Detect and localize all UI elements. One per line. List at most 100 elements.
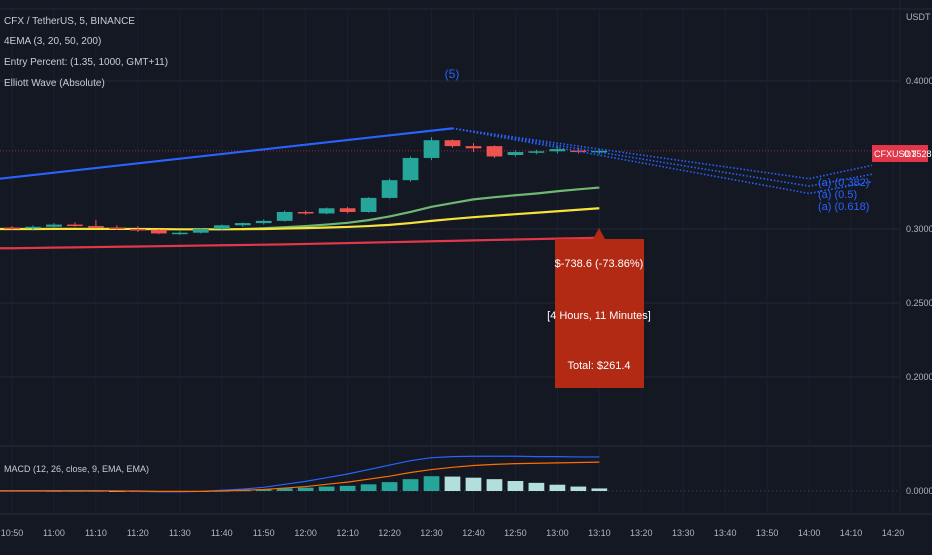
candle-body <box>423 140 440 158</box>
candle-body <box>339 208 356 212</box>
time-tick-label: 14:20 <box>882 528 905 538</box>
macd-histogram-bar <box>486 479 503 491</box>
candle-body <box>171 232 188 235</box>
candle-body <box>465 146 482 149</box>
macd-histogram-bar <box>381 482 398 491</box>
price-tag-value: 0.3528 <box>904 149 932 159</box>
ema-lines <box>0 186 600 250</box>
time-tick-label: 11:20 <box>127 528 149 538</box>
candle-body <box>528 151 545 153</box>
candle-body <box>192 229 209 233</box>
macd-zero-label: 0.0000 <box>906 486 932 496</box>
candle-body <box>591 150 608 153</box>
candle-body <box>507 152 524 155</box>
indicator-4ema[interactable]: 4EMA (3, 20, 50, 200) <box>4 36 101 47</box>
candles <box>4 137 608 235</box>
time-tick-label: 11:10 <box>85 528 107 538</box>
time-tick-label: 11:30 <box>169 528 191 538</box>
symbol-title[interactable]: CFX / TetherUS, 5, BINANCE <box>4 16 135 27</box>
candle-body <box>46 224 62 227</box>
candle-body <box>25 226 41 229</box>
time-tick-label: 13:10 <box>588 528 611 538</box>
time-tick-label: 10:50 <box>1 528 24 538</box>
time-tick-label: 12:30 <box>420 528 443 538</box>
time-tick-label: 11:40 <box>211 528 233 538</box>
wave-5-label: (5) <box>445 67 460 81</box>
macd-histogram-bar <box>297 487 314 491</box>
candle-body <box>381 180 398 198</box>
time-tick-label: 12:50 <box>504 528 527 538</box>
macd-histogram-bar <box>444 476 461 491</box>
candle-body <box>109 227 125 230</box>
macd-histogram-bar <box>507 481 524 491</box>
time-tick-label: 14:00 <box>798 528 821 538</box>
time-tick-label: 13:30 <box>672 528 695 538</box>
macd-histogram-bar <box>570 486 587 491</box>
price-axis-currency: USDT <box>906 12 931 22</box>
macd-label[interactable]: MACD (12, 26, close, 9, EMA, EMA) <box>4 464 149 474</box>
ema-line-ema200 <box>0 236 600 250</box>
macd-histogram-bar <box>402 479 419 491</box>
fib-label: (a) (0.5) <box>818 189 857 201</box>
candle-body <box>360 197 377 212</box>
pnl-amount: $-738.6 (-73.86%) <box>555 258 644 270</box>
candle-body <box>150 229 167 234</box>
time-tick-label: 12:00 <box>294 528 317 538</box>
candle-body <box>129 229 146 231</box>
macd-pane <box>0 455 608 493</box>
macd-histogram-bar <box>276 488 293 491</box>
candle-body <box>88 226 104 228</box>
macd-histogram-bar <box>423 476 440 491</box>
macd-histogram-bar <box>255 489 272 491</box>
macd-histogram-bar <box>591 488 608 491</box>
pnl-box <box>555 239 644 388</box>
indicator-entry-percent[interactable]: Entry Percent: (1.35, 1000, GMT+11) <box>4 57 168 68</box>
ema-line-ema20 <box>242 186 600 231</box>
candle-body <box>444 140 461 147</box>
candle-body <box>234 223 251 226</box>
macd-histogram-bar <box>318 486 335 491</box>
time-tick-label: 14:10 <box>840 528 863 538</box>
fib-label: (a) (0.618) <box>818 201 869 213</box>
fib-label: (a) (0.382) <box>818 177 869 189</box>
candle-body <box>318 208 335 214</box>
ema-line-ema50 <box>0 207 600 231</box>
indicator-elliott-wave[interactable]: Elliott Wave (Absolute) <box>4 78 105 89</box>
candle-body <box>402 157 419 181</box>
time-tick-label: 11:50 <box>253 528 275 538</box>
macd-histogram-bar <box>465 477 482 491</box>
fib-projection-line <box>452 127 873 187</box>
macd-histogram-bar <box>528 482 545 491</box>
candle-body <box>67 224 83 227</box>
pnl-box-pointer <box>593 228 605 239</box>
price-tag <box>872 145 928 162</box>
candle-body <box>4 227 20 230</box>
price-tick-label: 0.3000 <box>906 224 932 234</box>
time-tick-label: 13:00 <box>546 528 569 538</box>
time-tick-label: 12:10 <box>336 528 359 538</box>
macd-signal-line <box>0 461 600 492</box>
candle-body <box>297 211 314 214</box>
price-tick-label: 0.4000 <box>906 76 932 86</box>
macd-histogram-bar <box>360 484 377 491</box>
candle-body <box>276 211 293 221</box>
price-tick-label: 0.2000 <box>906 372 932 382</box>
candle-body <box>549 149 566 152</box>
elliott-wave-line <box>0 127 453 180</box>
candle-body <box>213 225 230 229</box>
time-tick-label: 13:20 <box>630 528 653 538</box>
time-tick-label: 13:50 <box>756 528 779 538</box>
macd-histogram-bar <box>339 485 356 491</box>
elliott-wave: (a) (0.382)(a) (0.5)(a) (0.618) <box>0 127 873 213</box>
candle-body <box>570 150 587 153</box>
grid-lines: 0.4000 0.3000 0.2500 0.2000 10:50 11:00 11:10 1… <box>0 0 932 538</box>
price-tick-label: 0.2500 <box>906 298 932 308</box>
candle-body <box>486 146 503 157</box>
fib-projection-line <box>452 127 873 180</box>
pnl-total: Total: $261.4 <box>568 360 631 372</box>
pnl-duration: [4 Hours, 11 Minutes] <box>547 310 651 322</box>
macd-histogram-bar <box>549 484 566 491</box>
